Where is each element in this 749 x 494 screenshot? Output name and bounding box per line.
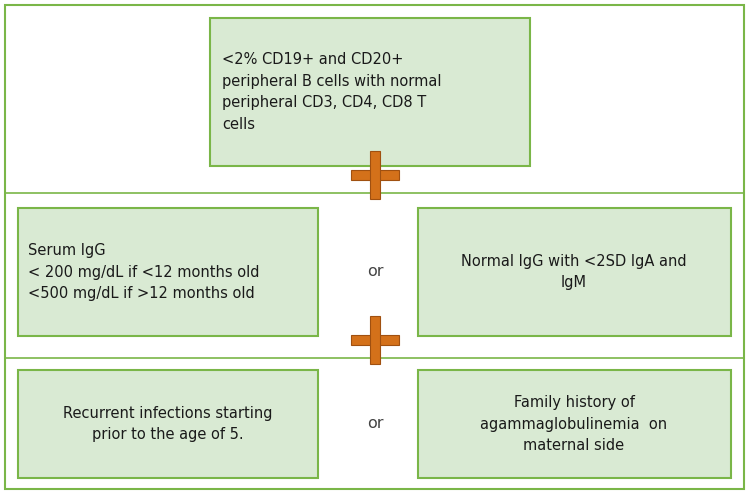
Text: or: or: [367, 416, 383, 431]
Text: Normal IgG with <2SD IgA and
IgM: Normal IgG with <2SD IgA and IgM: [461, 254, 687, 290]
FancyBboxPatch shape: [418, 370, 731, 478]
FancyBboxPatch shape: [210, 18, 530, 166]
Text: Family history of
agammaglobulinemia  on
maternal side: Family history of agammaglobulinemia on …: [480, 395, 667, 453]
Text: or: or: [367, 264, 383, 280]
FancyBboxPatch shape: [370, 151, 380, 199]
Text: Recurrent infections starting
prior to the age of 5.: Recurrent infections starting prior to t…: [63, 406, 273, 442]
Text: <2% CD19+ and CD20+
peripheral B cells with normal
peripheral CD3, CD4, CD8 T
ce: <2% CD19+ and CD20+ peripheral B cells w…: [222, 52, 441, 132]
FancyBboxPatch shape: [418, 208, 731, 336]
FancyBboxPatch shape: [370, 316, 380, 364]
FancyBboxPatch shape: [351, 335, 399, 345]
FancyBboxPatch shape: [351, 170, 399, 180]
FancyBboxPatch shape: [18, 370, 318, 478]
FancyBboxPatch shape: [18, 208, 318, 336]
Text: Serum IgG
< 200 mg/dL if <12 months old
<500 mg/dL if >12 months old: Serum IgG < 200 mg/dL if <12 months old …: [28, 243, 259, 301]
